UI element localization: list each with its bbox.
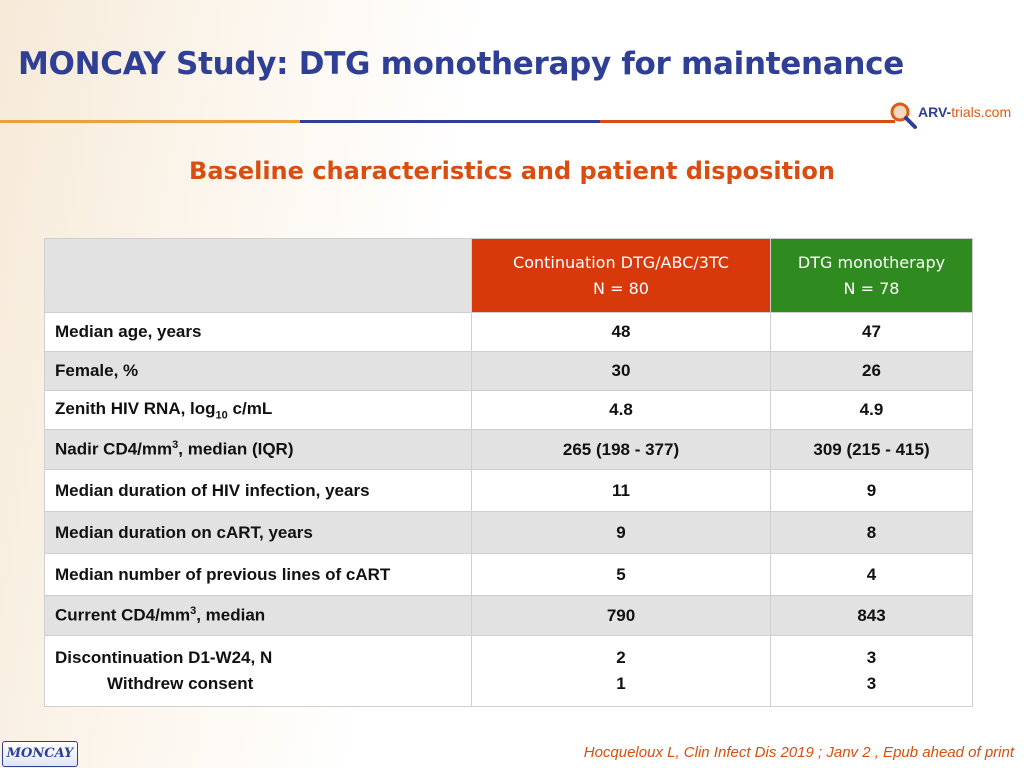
cell-monotherapy: 4.9: [770, 390, 973, 430]
row-label: Nadir CD4/mm3, median (IQR): [44, 429, 472, 470]
logo-text: ARV-trials.com: [918, 104, 1012, 120]
header-blank-cell: [44, 238, 472, 313]
row-sublabel: Withdrew consent: [107, 674, 254, 693]
cell-continuation: 4.8: [471, 390, 771, 430]
cell-continuation: 5: [471, 553, 771, 596]
table-row: Median age, years 48 47: [44, 312, 973, 352]
table-row: Current CD4/mm3, median 790 843: [44, 595, 973, 636]
slide-title: MONCAY Study: DTG monotherapy for mainte…: [18, 46, 904, 82]
row-label: Median age, years: [44, 312, 472, 352]
table-row: Median number of previous lines of cART …: [44, 553, 973, 596]
cell-monotherapy: 8: [770, 511, 973, 554]
row-label: Median duration of HIV infection, years: [44, 469, 472, 512]
row-label: Female, %: [44, 351, 472, 391]
baseline-table: Continuation DTG/ABC/3TC N = 80 DTG mono…: [44, 238, 973, 707]
cell-continuation: 265 (198 - 377): [471, 429, 771, 470]
table-row: Median duration on cART, years 9 8: [44, 511, 973, 554]
cell-monotherapy: 3 3: [770, 635, 973, 707]
cell-continuation: 9: [471, 511, 771, 554]
cell-monotherapy: 309 (215 - 415): [770, 429, 973, 470]
table-row: Female, % 30 26: [44, 351, 973, 391]
row-label: Median number of previous lines of cART: [44, 553, 472, 596]
cell-continuation: 790: [471, 595, 771, 636]
cell-monotherapy: 4: [770, 553, 973, 596]
header-continuation: Continuation DTG/ABC/3TC N = 80: [471, 238, 771, 313]
cell-monotherapy: 47: [770, 312, 973, 352]
section-subtitle: Baseline characteristics and patient dis…: [189, 157, 835, 185]
arv-trials-logo: ARV-trials.com: [888, 100, 1018, 130]
row-label: Median duration on cART, years: [44, 511, 472, 554]
table-row: Nadir CD4/mm3, median (IQR) 265 (198 - 3…: [44, 429, 973, 470]
table-row: Median duration of HIV infection, years …: [44, 469, 973, 512]
cell-continuation: 30: [471, 351, 771, 391]
cell-monotherapy: 9: [770, 469, 973, 512]
cell-continuation: 48: [471, 312, 771, 352]
header-monotherapy: DTG monotherapy N = 78: [770, 238, 973, 313]
header-rule: [0, 120, 895, 124]
magnifier-icon: [890, 102, 917, 129]
cell-continuation: 2 1: [471, 635, 771, 707]
table-row: Zenith HIV RNA, log10 c/mL 4.8 4.9: [44, 390, 973, 430]
row-label: Zenith HIV RNA, log10 c/mL: [44, 390, 472, 430]
reference-citation: Hocqueloux L, Clin Infect Dis 2019 ; Jan…: [583, 744, 1014, 761]
row-label: Discontinuation D1-W24, N Withdrew conse…: [44, 635, 472, 707]
row-label: Current CD4/mm3, median: [44, 595, 472, 636]
cell-monotherapy: 843: [770, 595, 973, 636]
cell-monotherapy: 26: [770, 351, 973, 391]
table-row: Discontinuation D1-W24, N Withdrew conse…: [44, 635, 973, 707]
cell-continuation: 11: [471, 469, 771, 512]
table-header-row: Continuation DTG/ABC/3TC N = 80 DTG mono…: [44, 238, 973, 313]
study-tag: MONCAY: [2, 741, 78, 767]
